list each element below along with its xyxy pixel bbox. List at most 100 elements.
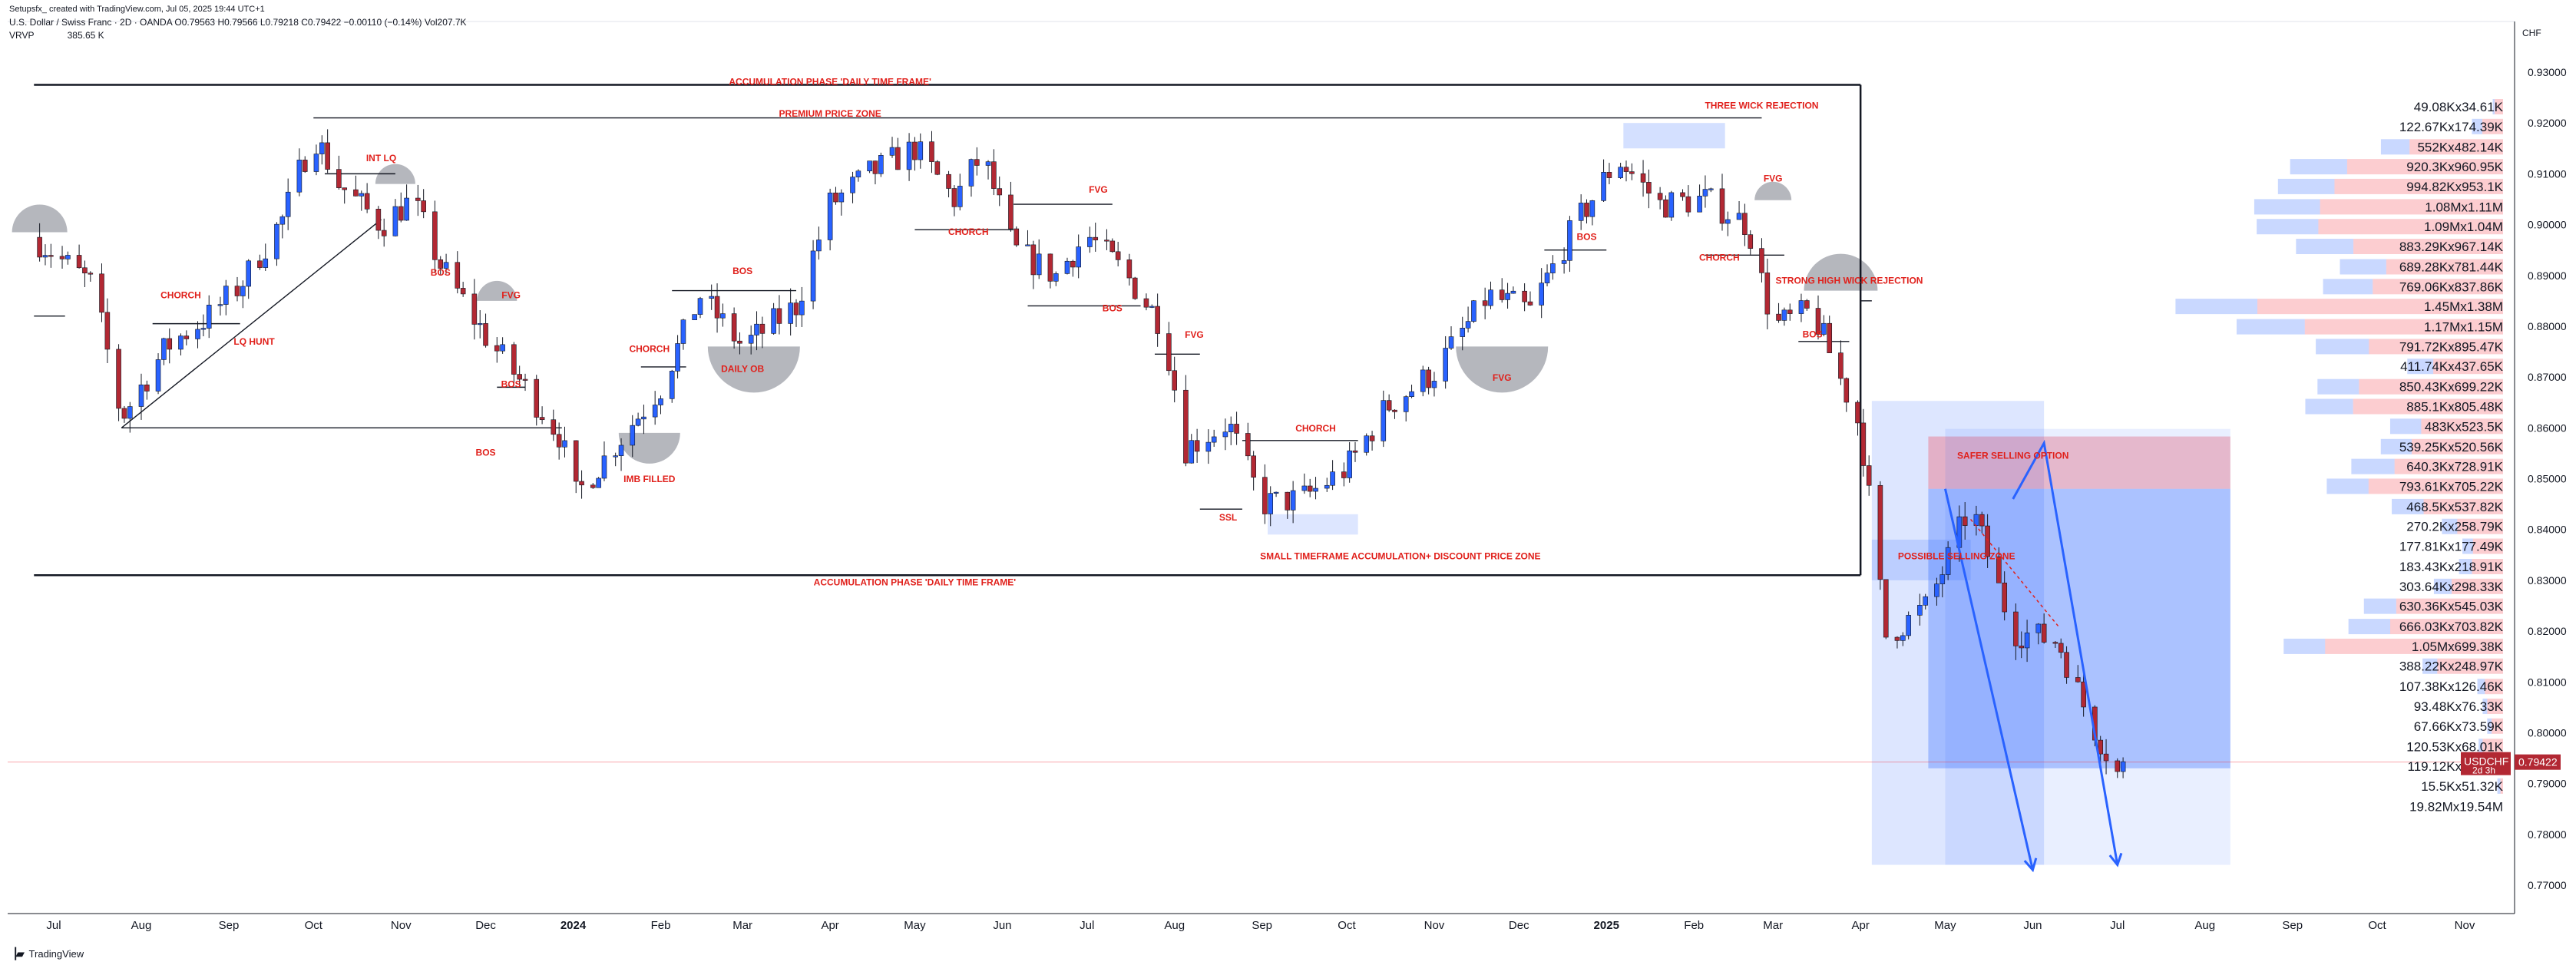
candle-body <box>471 293 478 325</box>
position-box-red <box>1928 436 2230 489</box>
vrvp-bar-buy <box>2348 619 2391 635</box>
time-tick-label: Nov <box>2455 919 2475 932</box>
vrvp-row-label: 120.53Kx68.01K <box>2406 739 2503 754</box>
vrvp-bar-sell <box>2373 279 2503 295</box>
time-tick-label: Nov <box>391 919 412 932</box>
annotation-label: SAFER SELLING OPTION <box>1957 451 2068 461</box>
time-tick-label: Mar <box>732 919 752 932</box>
time-tick-label: May <box>1934 919 1956 932</box>
vrvp-bar-sell <box>2304 319 2503 335</box>
symbol-badge-label: USDCHF <box>2464 755 2508 768</box>
time-tick-label: Nov <box>1424 919 1445 932</box>
vrvp-row-label: 19.82Mx19.54M <box>2409 799 2503 814</box>
candle-body <box>1290 490 1296 511</box>
tradingview-footer: ▕▰ TradingView <box>8 947 84 960</box>
vrvp-label[interactable]: VRVP <box>9 30 35 41</box>
candle-body <box>720 313 726 319</box>
candle-body <box>1194 440 1200 452</box>
vrvp-row-label: 689.28Kx781.44K <box>2399 259 2504 274</box>
candle-body <box>641 416 646 420</box>
candle-body <box>2103 753 2109 762</box>
vrvp-total: 385.65 K <box>67 30 104 41</box>
annotation-label: BOS <box>476 448 496 458</box>
vrvp-row-label: 850.43Kx699.22K <box>2399 380 2504 395</box>
vrvp-bar-sell <box>2346 159 2503 175</box>
candle-body <box>2081 681 2086 708</box>
annotation-label: CHORCH <box>629 344 670 355</box>
vrvp-row-label: 107.38Kx126.46K <box>2399 679 2504 694</box>
vrvp-row-label: 885.1Kx805.48K <box>2406 400 2503 415</box>
candle-body <box>1036 253 1042 276</box>
candle-body <box>793 302 799 316</box>
vrvp-row-label: 769.06Kx837.86K <box>2399 279 2504 294</box>
time-tick-label: Jun <box>993 919 1011 932</box>
time-tick-label: Sep <box>219 919 240 932</box>
vrvp-bar-sell <box>2472 538 2503 554</box>
vrvp-bar-buy <box>2442 518 2458 534</box>
axes: CHF 0.93000 0.92000 0.91000 0.90000 0.89000 0.… <box>46 28 2566 932</box>
candle-body <box>1527 301 1533 306</box>
vrvp-bar-buy <box>2257 219 2319 235</box>
candle-body <box>404 197 409 221</box>
time-tick-label: 2024 <box>561 919 587 932</box>
candle-body <box>1985 525 1990 557</box>
candle-body <box>1347 450 1352 478</box>
candle-body <box>1143 298 1149 308</box>
vrvp-bar-sell <box>2411 438 2503 454</box>
candle-body <box>1657 193 1663 200</box>
candle-body <box>99 273 104 313</box>
vrvp-row-label: 552Kx482.14K <box>2417 140 2503 154</box>
candle-body <box>494 345 500 352</box>
symbol-title[interactable]: U.S. Dollar / Swiss Franc · 2D · OANDA <box>9 17 173 28</box>
brand-label[interactable]: TradingView <box>28 948 84 960</box>
chart-zones <box>12 123 2230 865</box>
candle-body <box>200 328 207 330</box>
candle-body <box>855 170 861 177</box>
candle-body <box>1426 369 1431 388</box>
candle-body <box>1460 328 1466 337</box>
candle-body <box>1939 574 1946 584</box>
time-tick-label: Jul <box>2110 919 2125 932</box>
vrvp-bar-sell <box>2409 139 2503 155</box>
candle-body <box>1838 352 1844 379</box>
vrvp-row-label: 1.45Mx1.38M <box>2424 299 2503 314</box>
candle-body <box>534 378 540 418</box>
price-tick-label: 0.81000 <box>2528 676 2567 688</box>
time-tick-label: Aug <box>1164 919 1185 932</box>
price-tick-label: 0.80000 <box>2528 726 2567 739</box>
time-tick-label: Feb <box>651 919 671 932</box>
candle-body <box>1471 300 1476 322</box>
annotation-label: BOS <box>501 378 521 389</box>
candle-body <box>274 223 279 259</box>
candle-body <box>217 304 223 306</box>
candle-body <box>517 374 522 380</box>
time-tick-label: Feb <box>1684 919 1704 932</box>
time-tick-label: Aug <box>131 919 152 932</box>
vrvp-bar-buy <box>2389 418 2422 435</box>
vrvp-row-label: 791.72Kx895.47K <box>2399 339 2504 354</box>
candle-body <box>895 147 901 170</box>
candle-body <box>342 187 348 190</box>
candle-body <box>1307 485 1313 492</box>
annotation-label: FVG <box>1493 372 1512 383</box>
chart-header: Setupsfx_ created with TradingView.com, … <box>9 5 467 42</box>
dashed-trend-line <box>1969 518 2059 626</box>
price-tick-label: 0.92000 <box>2528 117 2567 129</box>
time-tick-label: Oct <box>1338 919 1356 932</box>
candle-body <box>1697 196 1702 213</box>
candle-body <box>178 335 184 350</box>
candle-body <box>918 141 924 160</box>
candle-body <box>2002 582 2007 613</box>
candle-body <box>1115 251 1121 260</box>
candle-body <box>613 455 618 458</box>
candle-body <box>1883 579 1889 638</box>
vrvp-row-label: 93.48Kx76.33K <box>2414 699 2504 714</box>
candle-body <box>246 260 252 287</box>
vrvp-bar-buy <box>2487 718 2492 734</box>
candle-body <box>1798 300 1804 314</box>
annotation-label: DAILY OB <box>721 364 764 375</box>
candle-body <box>833 192 838 203</box>
annotation-label: LQ HUNT <box>233 336 275 347</box>
structure-lines <box>8 84 2465 763</box>
